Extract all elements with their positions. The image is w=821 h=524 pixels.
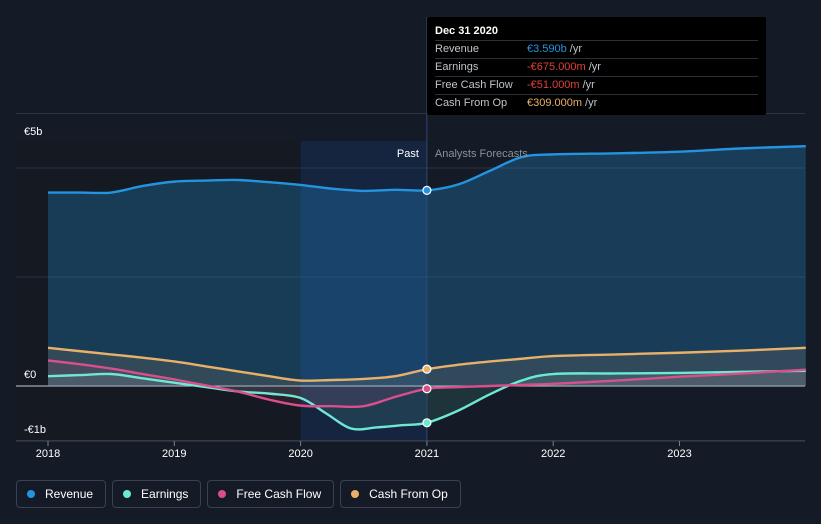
tooltip-unit: /yr [588,61,601,73]
x-tick-label: 2018 [36,448,60,460]
tooltip-label: Free Cash Flow [435,79,513,91]
free-cash-flow-line [47,359,806,409]
series-marker [422,418,432,428]
tooltip-value: -€51.000m [527,79,580,91]
x-tick-label: 2020 [288,448,312,460]
x-tick-label: 2021 [415,448,439,460]
tooltip-row-revenue: Revenue €3.590b /yr [435,40,758,58]
earnings-line [47,369,806,431]
tooltip-unit: /yr [569,43,582,55]
x-tick-label: 2019 [162,448,186,460]
x-tick-label: 2023 [667,448,691,460]
forecast-label: Analysts Forecasts [435,148,528,160]
legend-dot-icon [218,490,227,498]
tooltip-row-earnings: Earnings -€675.000m /yr [435,58,758,76]
series-marker [422,364,432,374]
tooltip-label: Earnings [435,61,479,73]
tooltip-value: €309.000m [527,97,583,109]
x-tick-label: 2022 [541,448,565,460]
revenue-line [47,145,806,195]
legend-label: Free Cash Flow [236,487,322,501]
series-area [48,360,806,407]
cash-from-op-line [47,346,806,382]
y-tick-label: €0 [24,369,36,381]
legend-label: Earnings [141,487,189,501]
chart-legend: Revenue Earnings Free Cash Flow Cash Fro… [16,480,461,510]
tooltip-value: -€675.000m [527,61,586,73]
tooltip-label: Cash From Op [435,97,508,109]
past-label: Past [397,148,419,160]
y-tick-label: €5b [24,126,42,138]
tooltip-label: Revenue [435,43,480,55]
legend-label: Revenue [45,487,94,501]
legend-dot-icon [351,490,360,498]
legend-label: Cash From Op [369,487,448,501]
legend-item-cash-from-op[interactable]: Cash From Op [340,480,461,508]
tooltip-row-cash-from-op: Cash From Op €309.000m /yr [435,94,758,112]
data-tooltip: Dec 31 2020 Revenue €3.590b /yr Earnings… [427,17,766,115]
legend-item-revenue[interactable]: Revenue [16,480,107,508]
tooltip-unit: /yr [582,79,595,91]
tooltip-value: €3.590b [527,43,567,55]
y-tick-label: -€1b [24,424,46,436]
legend-item-earnings[interactable]: Earnings [112,480,202,508]
tooltip-row-free-cash-flow: Free Cash Flow -€51.000m /yr [435,76,758,94]
series-marker [422,185,432,195]
series-marker [422,384,432,394]
tooltip-unit: /yr [585,97,598,109]
series-area [48,347,806,386]
tooltip-date: Dec 31 2020 [435,25,498,37]
legend-dot-icon [27,490,35,498]
legend-dot-icon [123,490,132,498]
legend-item-free-cash-flow[interactable]: Free Cash Flow [207,480,335,508]
